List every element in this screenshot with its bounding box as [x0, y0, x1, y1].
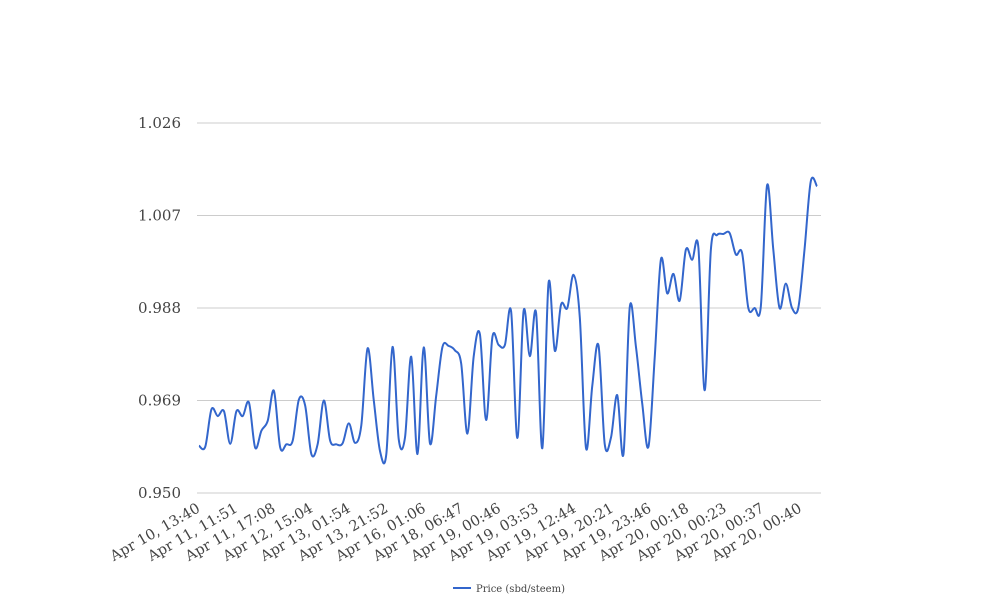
y-tick-label: 0.988 — [138, 299, 181, 317]
gridlines — [197, 122, 821, 494]
y-tick-label: 0.969 — [138, 392, 181, 410]
legend-label: Price (sbd/steem) — [476, 584, 565, 595]
series-line-price — [198, 176, 818, 465]
y-tick-label: 1.026 — [138, 114, 181, 132]
y-tick-label: 0.950 — [138, 484, 181, 502]
y-tick-label: 1.007 — [138, 207, 181, 225]
y-axis-ticks: 0.950 0.969 0.988 1.007 1.026 — [138, 114, 181, 502]
legend: Price (sbd/steem) — [453, 584, 565, 595]
series-layer — [198, 176, 818, 465]
